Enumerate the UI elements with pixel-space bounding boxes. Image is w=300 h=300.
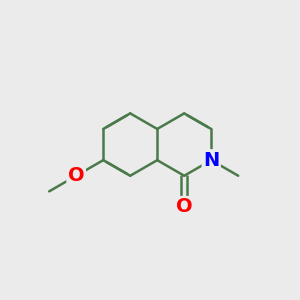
Text: O: O bbox=[68, 166, 85, 185]
Text: N: N bbox=[203, 151, 219, 170]
Text: O: O bbox=[176, 197, 193, 216]
